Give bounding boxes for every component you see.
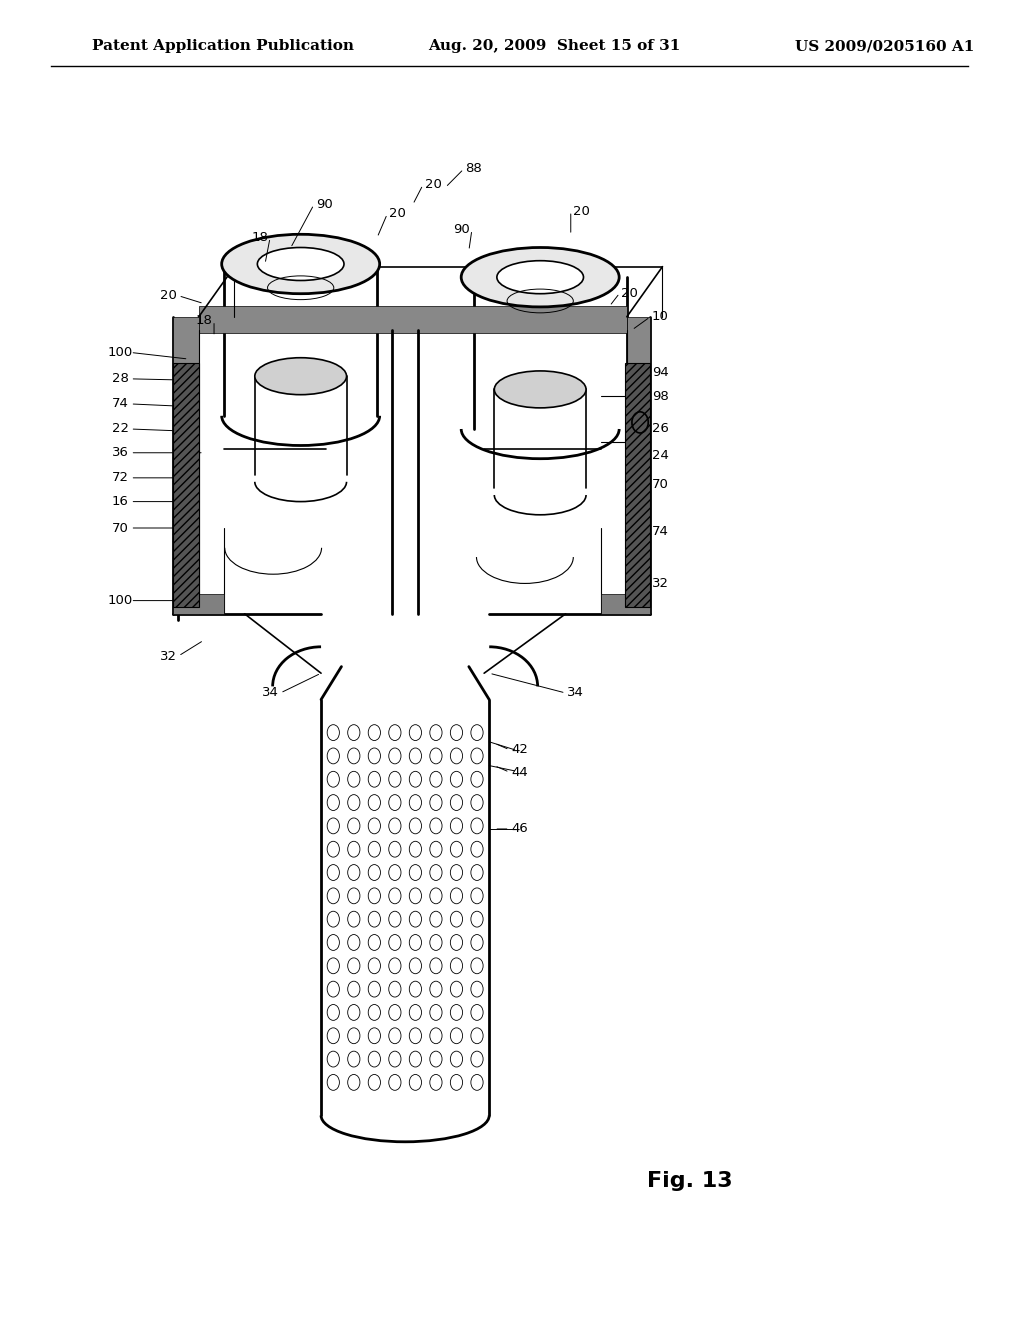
Text: 20: 20 [622, 286, 638, 300]
Text: 18: 18 [252, 231, 268, 244]
Text: 70: 70 [652, 478, 669, 491]
Text: 70: 70 [112, 521, 129, 535]
Text: 72: 72 [112, 471, 129, 484]
Text: 34: 34 [262, 686, 279, 700]
Text: 10: 10 [652, 310, 669, 323]
Text: Patent Application Publication: Patent Application Publication [92, 40, 353, 53]
Text: 46: 46 [511, 822, 528, 836]
Text: Aug. 20, 2009  Sheet 15 of 31: Aug. 20, 2009 Sheet 15 of 31 [428, 40, 680, 53]
Text: 32: 32 [160, 649, 177, 663]
Text: 18: 18 [196, 314, 212, 327]
Text: 20: 20 [389, 207, 406, 220]
Ellipse shape [495, 371, 586, 408]
Text: 28: 28 [112, 372, 129, 385]
Text: 20: 20 [160, 289, 176, 302]
Ellipse shape [257, 248, 344, 281]
Polygon shape [173, 594, 224, 614]
Text: 100: 100 [108, 594, 133, 607]
Text: 22: 22 [112, 422, 129, 436]
Bar [173, 363, 199, 607]
Text: 44: 44 [511, 766, 528, 779]
Text: 20: 20 [425, 178, 441, 191]
Polygon shape [627, 317, 650, 614]
Polygon shape [199, 306, 627, 333]
Bar [625, 363, 650, 607]
Text: 74: 74 [112, 397, 129, 411]
Text: 42: 42 [511, 743, 528, 756]
Text: 34: 34 [567, 686, 585, 700]
Text: 98: 98 [652, 389, 669, 403]
Text: US 2009/0205160 A1: US 2009/0205160 A1 [795, 40, 975, 53]
Polygon shape [601, 594, 650, 614]
Text: 88: 88 [466, 162, 482, 176]
Text: 26: 26 [652, 422, 669, 436]
Text: 32: 32 [652, 577, 669, 590]
Ellipse shape [497, 260, 584, 294]
Text: 100: 100 [108, 346, 133, 359]
Ellipse shape [461, 248, 620, 308]
Text: 94: 94 [652, 366, 669, 379]
Text: 36: 36 [112, 446, 129, 459]
Ellipse shape [221, 235, 380, 294]
Text: 90: 90 [315, 198, 333, 211]
Text: 90: 90 [454, 223, 470, 236]
Polygon shape [173, 317, 199, 614]
Text: Fig. 13: Fig. 13 [647, 1171, 733, 1192]
Text: 24: 24 [652, 449, 669, 462]
Text: 16: 16 [112, 495, 129, 508]
Ellipse shape [255, 358, 346, 395]
Text: 74: 74 [652, 525, 669, 539]
Text: 20: 20 [572, 205, 590, 218]
